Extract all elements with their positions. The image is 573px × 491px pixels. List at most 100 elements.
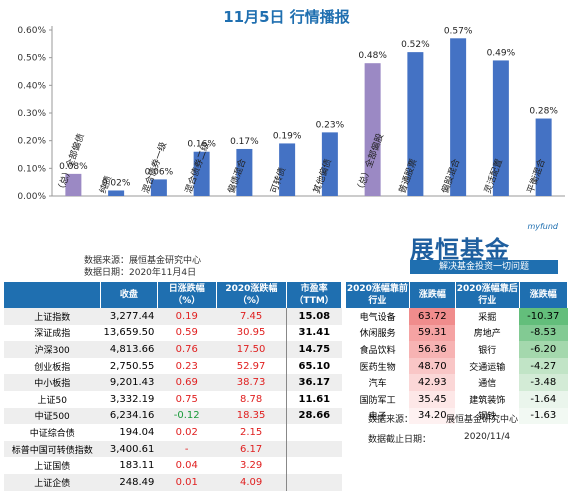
sector-top-value: 59.31 <box>409 324 456 342</box>
page-title: 11月5日 行情播报 <box>223 8 350 26</box>
index-close: 3,277.44 <box>100 308 158 325</box>
sector-row: 电气设备 63.72 采掘 -10.37 <box>346 308 568 325</box>
sector-bottom-name: 采掘 <box>478 312 497 323</box>
sector-top-name: 电气设备 <box>359 312 396 323</box>
index-pe: 11.61 <box>286 390 342 408</box>
brand-name: 展恒基金 <box>410 236 510 264</box>
index-day-change: 0.04 <box>175 460 198 472</box>
sector-bottom-name: 银行 <box>478 345 497 356</box>
index-header-ytd: 2020涨跌幅（%） <box>216 282 288 308</box>
bar-value-label: 0.08% <box>59 162 88 172</box>
sector-top-value: 35.45 <box>409 390 456 408</box>
index-pe: 36.17 <box>286 374 342 391</box>
sector-bottom-name: 房地产 <box>473 329 501 340</box>
index-table: 收盘 日涨跌幅（%） 2020涨跌幅（%） 市盈率（TTM） 上证指数 3,277… <box>4 282 342 491</box>
index-day-change: 0.75 <box>175 393 198 405</box>
index-ytd-change: 4.09 <box>216 473 287 491</box>
index-header-pe: 市盈率（TTM） <box>286 282 342 308</box>
index-close: 183.11 <box>119 460 155 472</box>
bar-value-label: 0.06% <box>145 167 174 177</box>
index-ytd-change: 38.73 <box>216 374 287 391</box>
bar <box>407 52 424 197</box>
y-tick-label: 0.50% <box>17 54 46 64</box>
index-row: 上证指数 3,277.44 0.19 7.45 15.08 <box>4 308 342 325</box>
sector-bottom-value: -3.48 <box>519 374 568 391</box>
sector-top-name: 汽车 <box>368 379 387 390</box>
y-tick-label: 0.20% <box>17 137 46 147</box>
index-close: 9,201.43 <box>100 374 158 391</box>
sector-header-top-value: 涨跌幅 <box>409 282 456 308</box>
bar-value-label: 0.17% <box>230 137 259 147</box>
index-day-change: 0.19 <box>157 308 217 325</box>
index-close: 13,659.50 <box>103 327 155 339</box>
bar <box>150 179 167 196</box>
index-name: 中证500 <box>4 407 101 425</box>
index-pe <box>286 424 342 441</box>
index-ytd-change: 3.29 <box>239 460 263 472</box>
index-row: 创业板指 2,750.55 0.23 52.97 65.10 <box>4 357 342 375</box>
sector-top-value: 42.93 <box>409 374 456 391</box>
index-pe: 31.41 <box>286 324 342 342</box>
sector-bottom-name: 钢铁 <box>478 412 497 423</box>
index-close: 3,332.19 <box>109 393 155 405</box>
index-day-change: -0.12 <box>157 407 217 425</box>
bar <box>279 143 296 196</box>
bar-value-label: 0.16% <box>187 140 216 150</box>
sector-top-value: 48.70 <box>409 357 456 375</box>
sector-bottom-name: 建筑装饰 <box>469 395 506 406</box>
y-tick-label: 0.00% <box>17 192 46 202</box>
bar <box>450 38 467 196</box>
index-close: 2,750.55 <box>109 360 155 372</box>
bar-value-label: 0.52% <box>401 40 430 50</box>
index-row: 上证企债 248.49 0.01 4.09 <box>4 473 342 491</box>
sector-top-name: 医药生物 <box>359 362 396 373</box>
sector-bottom-value: -4.27 <box>519 357 568 375</box>
sector-top-name: 食品饮料 <box>359 345 396 356</box>
sector-bottom-name: 交通运输 <box>469 362 506 373</box>
sector-top-value: 63.72 <box>409 308 456 325</box>
sector-top-name: 国防军工 <box>359 395 396 406</box>
bar-value-label: 0.49% <box>487 48 516 58</box>
bar <box>321 132 338 196</box>
sector-top-value: 56.36 <box>409 341 456 358</box>
bar <box>364 63 381 197</box>
index-pe <box>286 473 342 491</box>
index-name: 上证指数 <box>4 308 101 325</box>
bar-value-label: 0.48% <box>358 51 387 61</box>
index-ytd-change: 17.50 <box>216 341 287 358</box>
bar-chart: 0.00% 0.10% 0.20% 0.30% 0.40% 0.50% 0.60% 0.08%… <box>17 26 565 202</box>
sector-top-name: 电子 <box>368 412 387 423</box>
index-name: 上证企债 <box>4 473 101 491</box>
footer-date-value: 2020/11/4 <box>464 432 511 442</box>
footer-date-label: 数据截止日期： <box>368 435 432 445</box>
chart-date-note: 数据日期：2020年11月4日 <box>84 268 197 278</box>
index-close: 3,400.61 <box>100 440 158 458</box>
index-row: 深证成指 13,659.50 0.59 30.95 31.41 <box>4 324 342 342</box>
bar <box>535 118 552 196</box>
index-day-change: 0.01 <box>157 473 217 491</box>
index-close: 4,813.66 <box>100 341 158 358</box>
index-ytd-change: 18.35 <box>216 407 287 425</box>
index-ytd-change: 6.17 <box>216 440 287 458</box>
bar <box>193 151 210 196</box>
index-ytd-change: 8.78 <box>239 393 263 405</box>
index-ytd-change: 30.95 <box>236 327 266 339</box>
index-row: 标普中国可转债指数 3,400.61-6.17 <box>4 440 342 458</box>
index-ytd-change: 7.45 <box>216 308 287 325</box>
index-name: 沪深300 <box>4 341 101 358</box>
index-day-change: 0.59 <box>175 327 198 339</box>
brand-slogan: 解决基金投资一切问题 <box>410 260 558 274</box>
index-row: 中证综合债 194.04 0.02 2.15 <box>4 424 342 441</box>
index-row: 中证500 6,234.16 -0.12 18.35 28.66 <box>4 407 342 425</box>
index-row: 中小板指 9,201.43 0.69 38.73 36.17 <box>4 374 342 391</box>
bar-value-label: 0.19% <box>273 131 302 141</box>
index-pe: 28.66 <box>286 407 342 425</box>
index-ytd-change: 52.97 <box>236 360 266 372</box>
index-name: 中小板指 <box>4 374 101 391</box>
y-tick-label: 0.30% <box>17 109 46 119</box>
bar-value-label: 0.23% <box>316 120 345 130</box>
index-row: 上证国债 183.11 0.04 3.29 <box>4 457 342 474</box>
bar <box>492 60 509 196</box>
sector-bottom-value: -8.53 <box>519 324 568 342</box>
brand-logo: myfund 展恒基金 解决基金投资一切问题 <box>410 222 560 274</box>
